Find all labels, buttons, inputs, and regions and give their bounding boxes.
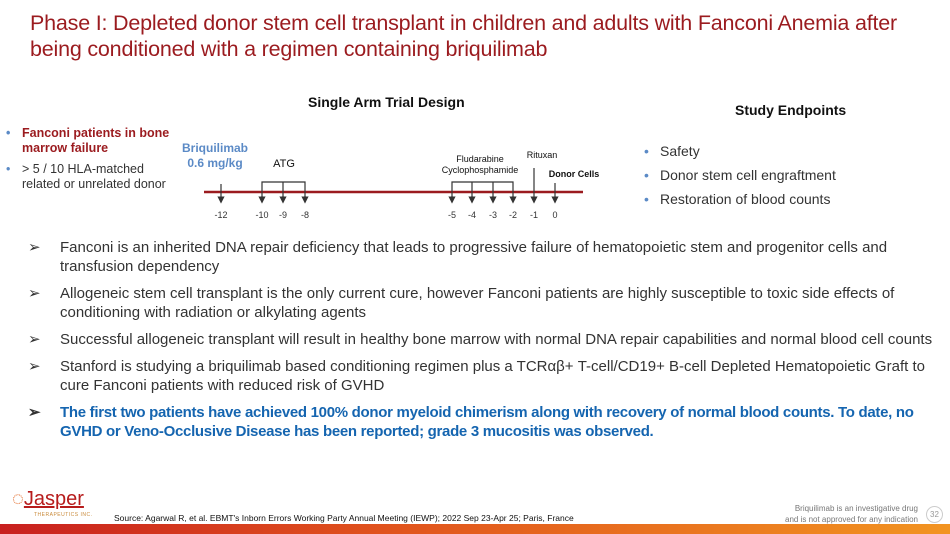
footer-gradient-bar <box>0 524 950 534</box>
bullet-item: ➢ Stanford is studying a briquilimab base… <box>28 357 933 395</box>
day-label: -4 <box>468 210 476 220</box>
trial-timeline: Briquilimab 0.6 mg/kg ATG Fludarabine Cy… <box>182 141 600 220</box>
dose-label: 0.6 mg/kg <box>187 156 242 170</box>
bullet-item: ➢ Successful allogeneic transplant will r… <box>28 330 933 349</box>
eligibility-item: Fanconi patients in bone marrow failure <box>2 126 172 156</box>
bullet-text: The first two patients have achieved 100… <box>60 404 914 440</box>
arrow-bullet-icon: ➢ <box>28 404 41 421</box>
atg-label: ATG <box>273 158 295 170</box>
day-label: -12 <box>214 210 227 220</box>
endpoint-item: Safety <box>640 142 920 160</box>
arrow-bullet-icon: ➢ <box>28 358 41 375</box>
day-label: -3 <box>489 210 497 220</box>
bullet-text: Successful allogeneic transplant will re… <box>60 331 933 348</box>
endpoint-item: Restoration of blood counts <box>640 190 920 208</box>
day-label: -1 <box>530 210 538 220</box>
day-label: -2 <box>509 210 517 220</box>
disclaimer: Briquilimab is an investigative drug and… <box>785 503 918 525</box>
bullet-text: Allogeneic stem cell transplant is the o… <box>60 285 895 321</box>
disclaimer-line: Briquilimab is an investigative drug <box>794 504 918 513</box>
source-citation: Source: Agarwal R, et al. EBMT's Inborn … <box>114 513 574 523</box>
logo-mark-icon: ◌ <box>12 488 24 510</box>
endpoint-item: Donor stem cell engraftment <box>640 166 920 184</box>
bullet-text: Fanconi is an inherited DNA repair defic… <box>60 239 888 275</box>
eligibility-list: Fanconi patients in bone marrow failure … <box>2 126 172 198</box>
flu-label: Fludarabine <box>456 154 504 164</box>
day-label: 0 <box>552 210 557 220</box>
design-heading: Single Arm Trial Design <box>308 94 465 110</box>
day-label: -5 <box>448 210 456 220</box>
bullet-item-highlight: ➢ The first two patients have achieved 10… <box>28 403 933 441</box>
bullet-item: ➢ Allogeneic stem cell transplant is the … <box>28 284 933 322</box>
bullet-text: Stanford is studying a briquilimab based… <box>60 358 925 394</box>
endpoints-list: Safety Donor stem cell engraftment Resto… <box>640 142 920 214</box>
rituxan-label: Rituxan <box>527 150 558 160</box>
drug-label: Briquilimab <box>182 141 248 155</box>
day-label: -8 <box>301 210 309 220</box>
day-label: -10 <box>255 210 268 220</box>
arrow-bullet-icon: ➢ <box>28 331 41 348</box>
arrow-bullet-icon: ➢ <box>28 285 41 302</box>
jasper-logo: ◌Jasper THERAPEUTICS INC. <box>12 488 107 518</box>
bullet-item: ➢ Fanconi is an inherited DNA repair defi… <box>28 238 933 276</box>
logo-subtext: THERAPEUTICS INC. <box>34 512 93 518</box>
eligibility-item: > 5 / 10 HLA-matched related or unrelate… <box>2 162 172 192</box>
arrow-bullet-icon: ➢ <box>28 239 41 256</box>
endpoints-heading: Study Endpoints <box>735 102 847 118</box>
donor-cells-label: Donor Cells <box>549 169 600 179</box>
slide-title: Phase I: Depleted donor stem cell transp… <box>30 11 897 61</box>
cy-label: Cyclophosphamide <box>442 165 519 175</box>
disclaimer-line: and is not approved for any indication <box>785 515 918 524</box>
logo-text: Jasper <box>23 488 84 510</box>
day-label: -9 <box>279 210 287 220</box>
page-number: 32 <box>926 506 943 523</box>
key-points: ➢ Fanconi is an inherited DNA repair defi… <box>28 238 933 449</box>
